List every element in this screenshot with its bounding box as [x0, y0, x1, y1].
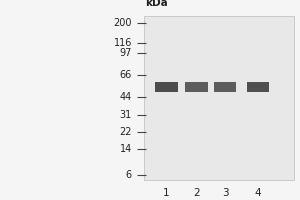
Text: 22: 22	[119, 127, 132, 137]
Text: 31: 31	[120, 110, 132, 120]
Text: 3: 3	[222, 188, 228, 198]
Text: 200: 200	[113, 18, 132, 28]
Bar	[214, 83, 236, 92]
Text: 44: 44	[120, 92, 132, 102]
Bar	[247, 82, 269, 91]
Text: 66: 66	[120, 70, 132, 80]
Text: 2: 2	[193, 188, 200, 198]
Text: 6: 6	[126, 170, 132, 180]
Text: 4: 4	[255, 188, 261, 198]
Bar	[144, 16, 294, 180]
Text: 116: 116	[114, 38, 132, 48]
Bar	[185, 82, 208, 92]
Bar	[155, 83, 178, 92]
Text: 97: 97	[120, 48, 132, 58]
Text: kDa: kDa	[145, 0, 167, 8]
Bar	[155, 82, 178, 91]
Bar	[247, 82, 269, 92]
Bar	[185, 83, 208, 92]
Bar	[214, 82, 236, 92]
Bar	[185, 82, 208, 91]
Bar	[214, 82, 236, 91]
Bar	[247, 83, 269, 92]
Text: 1: 1	[163, 188, 170, 198]
Text: 14: 14	[120, 144, 132, 154]
Bar	[155, 82, 178, 92]
